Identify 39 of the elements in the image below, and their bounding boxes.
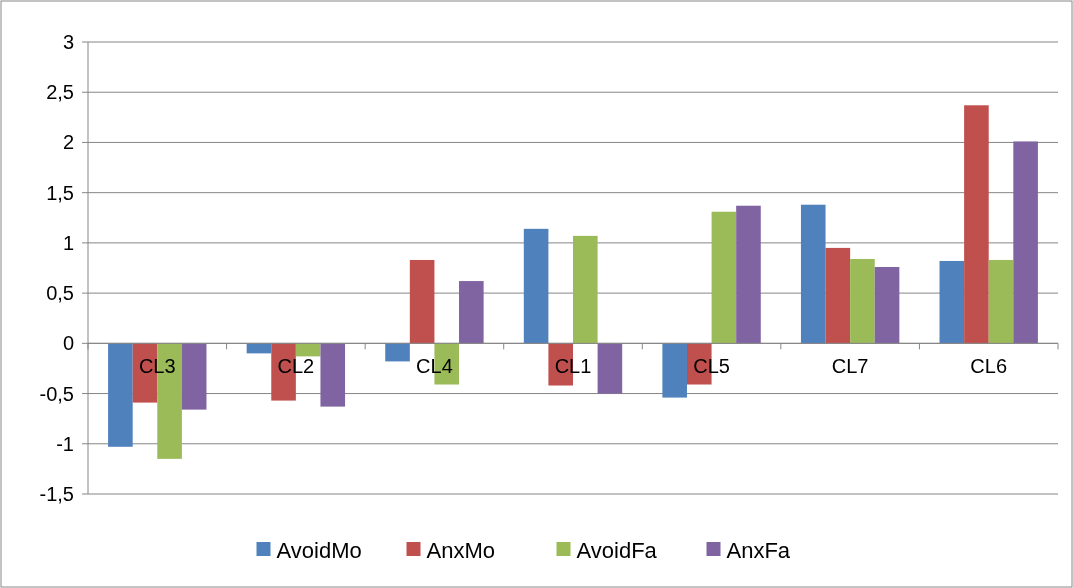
x-tick-label: CL6 bbox=[970, 355, 1008, 378]
bar bbox=[385, 343, 410, 362]
bar bbox=[320, 343, 346, 407]
bar bbox=[850, 258, 875, 344]
bar bbox=[825, 247, 851, 344]
bar bbox=[409, 259, 435, 344]
x-tick-label: CL7 bbox=[831, 355, 869, 378]
y-tick-label: 1,5 bbox=[46, 181, 74, 204]
y-tick-label: 3 bbox=[62, 31, 74, 53]
bar bbox=[1013, 141, 1038, 344]
bar bbox=[800, 204, 826, 344]
bar bbox=[573, 235, 598, 344]
bar bbox=[874, 267, 900, 344]
bar bbox=[181, 343, 207, 410]
bar bbox=[523, 228, 549, 344]
bar bbox=[939, 260, 965, 344]
bar bbox=[736, 205, 761, 344]
bar bbox=[964, 105, 989, 344]
legend-label: AvoidMo bbox=[276, 537, 362, 563]
bar bbox=[459, 281, 484, 344]
legend-label: AnxMo bbox=[426, 537, 495, 563]
y-tick-label: 1 bbox=[62, 231, 74, 254]
x-tick-label: CL5 bbox=[693, 355, 730, 378]
bar bbox=[108, 343, 133, 447]
y-tick-label: 0,5 bbox=[46, 282, 74, 305]
y-tick-label: -1 bbox=[56, 432, 74, 455]
x-tick-label: CL1 bbox=[554, 355, 592, 378]
bar bbox=[597, 343, 623, 394]
bar bbox=[711, 211, 737, 344]
legend-label: AvoidFa bbox=[576, 537, 658, 563]
y-tick-label: 2,5 bbox=[46, 81, 74, 104]
y-tick-label: 2 bbox=[62, 131, 74, 154]
y-tick-label: -0,5 bbox=[39, 382, 74, 405]
y-tick-label: 0 bbox=[62, 332, 74, 355]
bar bbox=[988, 259, 1014, 344]
y-tick-label: -1,5 bbox=[39, 483, 74, 505]
bar bbox=[295, 343, 321, 357]
bar bbox=[662, 343, 687, 398]
legend-label: AnxFa bbox=[726, 537, 791, 563]
